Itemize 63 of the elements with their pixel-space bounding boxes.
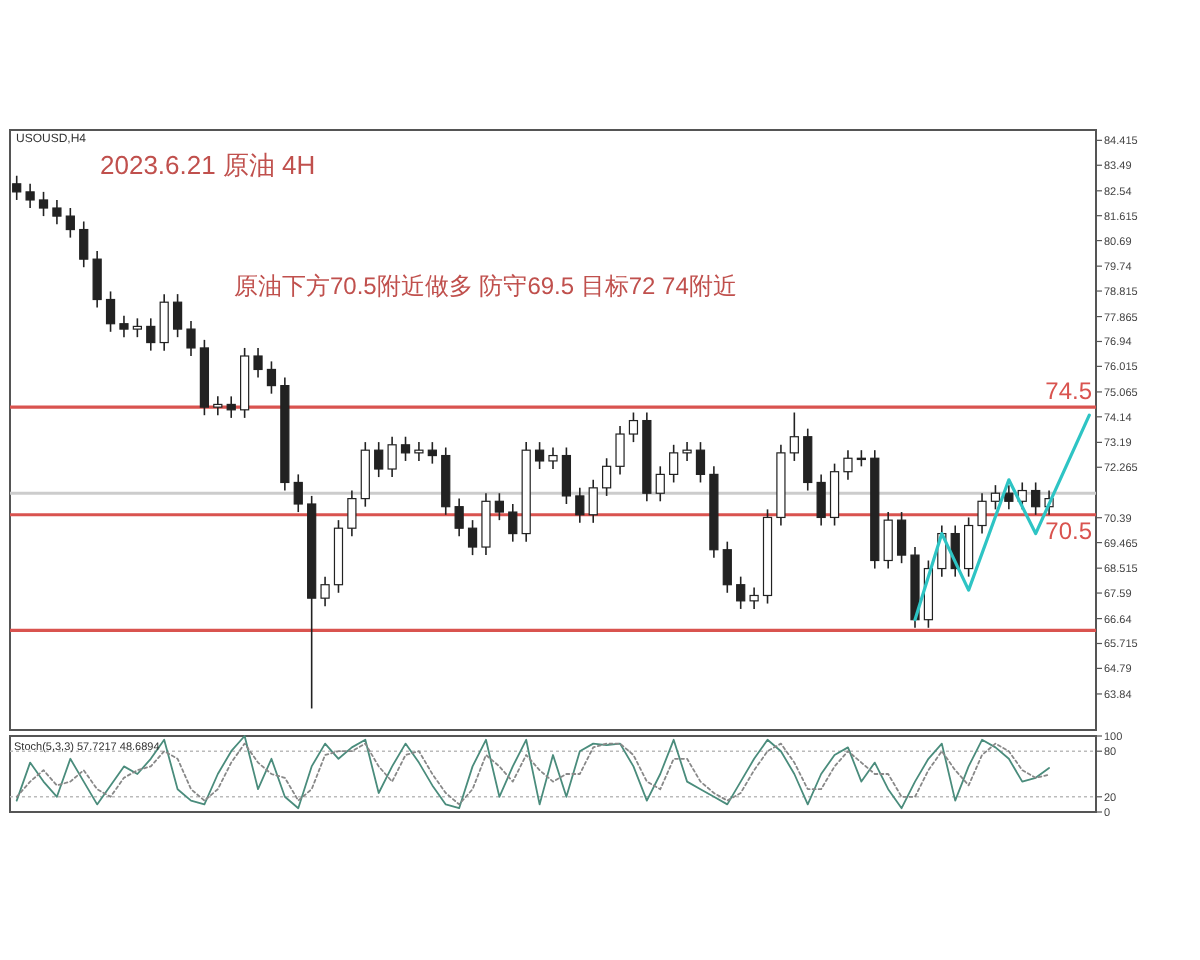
candlestick [749,586,759,610]
candlestick [266,360,277,395]
candlestick [628,411,639,443]
candlestick [105,290,116,333]
candlestick [883,511,893,570]
candlestick [695,441,706,484]
candlestick [427,441,437,465]
candlestick [293,473,303,513]
candlestick [1004,484,1014,511]
candlestick [226,395,236,419]
ref-line-label: 74.5 [1045,377,1093,406]
candlestick [146,317,156,352]
candlestick [964,516,974,578]
candlestick [534,441,545,470]
candlestick [387,435,397,478]
candlestick [977,492,987,535]
candlestick [508,503,518,543]
candlestick [494,492,504,521]
candlestick [320,575,330,608]
candlestick [588,478,598,524]
candlestick [467,519,478,556]
candlestick [722,540,732,594]
candlestick [186,320,196,357]
candlestick [65,207,75,239]
candlestick [829,462,840,527]
candlestick [25,183,35,209]
candlestick [816,473,826,527]
candlestick [38,191,49,217]
candlestick [615,425,625,476]
candlestick [454,497,464,538]
candlestick [548,446,558,470]
candlestick [1031,481,1041,516]
candlestick [374,441,384,478]
candlestick [655,465,665,503]
candlestick [132,317,142,338]
candlestick [79,220,89,269]
candlestick [669,444,679,484]
text: 2023.6.21 原油 4H [100,150,316,180]
candlestick [400,435,411,462]
candlestick [159,293,169,352]
candlestick [414,441,424,462]
candlestick [843,449,853,481]
candlestick [896,511,907,564]
candlestick [92,250,102,309]
candlestick [789,411,799,462]
candlestick [481,492,491,556]
candlestick [172,293,183,338]
candlestick [990,484,1001,511]
candlestick [52,199,62,225]
candlestick [561,446,572,505]
candlestick [12,174,22,201]
candlestick [253,347,263,379]
candlestick [119,314,129,338]
candlestick [682,441,692,462]
candlestick [213,395,223,416]
candlestick [602,457,612,497]
line-series [913,413,1091,622]
candlestick [736,575,746,610]
annotation: 原油下方70.5附近做多 防守69.5 目标72 74附近 [234,272,737,300]
candlestick [347,489,357,538]
candlestick [575,487,585,524]
ref-line-label: 70.5 [1045,516,1093,545]
candlestick [803,427,813,492]
